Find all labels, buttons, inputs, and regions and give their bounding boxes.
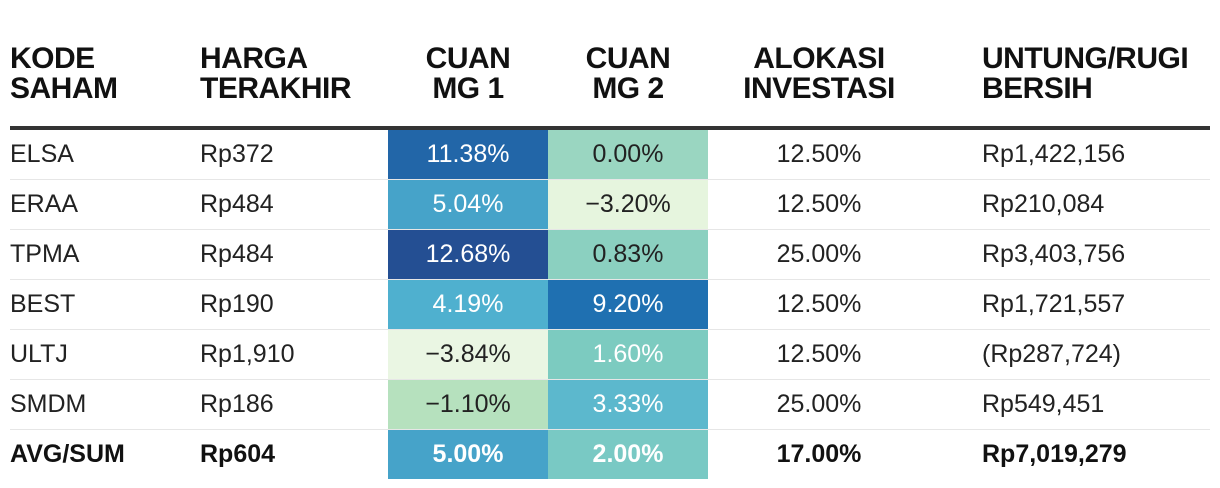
cell-untung: Rp7,019,279 (982, 440, 1127, 468)
cell-cuan-mg2: 9.20% (548, 279, 708, 330)
cell-untung: Rp3,403,756 (930, 229, 1210, 280)
cell-harga: Rp190 (200, 279, 388, 330)
cell-alokasi: 12.50% (708, 279, 930, 330)
cell-alokasi: 12.50% (708, 179, 930, 230)
cell-kode: BEST (10, 279, 200, 330)
cell-kode: ULTJ (10, 329, 200, 380)
header-alokasi-investasi: ALOKASI INVESTASI (708, 40, 930, 130)
cell-harga: Rp604 (200, 440, 276, 468)
cell-cuan-mg2: 0.83% (548, 229, 708, 280)
header-untung-rugi-bersih: UNTUNG/RUGI BERSIH (930, 40, 1210, 130)
cell-alokasi: 12.50% (708, 329, 930, 380)
table-row: ELSA Rp372 11.38% 0.00% 12.50% Rp1,422,1… (10, 128, 1210, 180)
cell-untung: Rp210,084 (930, 179, 1210, 230)
cell-harga: Rp484 (200, 229, 388, 280)
summary-row: AVG/SUM Rp604 5.00% 2.00% 17.00% Rp7,019… (10, 429, 1210, 479)
cell-cuan-mg2: −3.20% (548, 179, 708, 230)
cell-cuan-mg1: 5.04% (388, 179, 548, 230)
cell-cuan-mg2: 3.33% (548, 379, 708, 430)
cell-harga: Rp372 (200, 128, 388, 180)
cell-alokasi: 25.00% (708, 229, 930, 280)
table-row: SMDM Rp186 −1.10% 3.33% 25.00% Rp549,451 (10, 379, 1210, 430)
cell-alokasi: 12.50% (708, 128, 930, 180)
header-cuan-mg2: CUAN MG 2 (548, 40, 708, 130)
cell-cuan-mg2: 1.60% (548, 329, 708, 380)
header-cuan-mg1: CUAN MG 1 (388, 40, 548, 130)
cell-kode: SMDM (10, 379, 200, 430)
table-row: ERAA Rp484 5.04% −3.20% 12.50% Rp210,084 (10, 179, 1210, 230)
stock-performance-table: KODE SAHAM HARGA TERAKHIR CUAN MG 1 CUAN MG … (10, 40, 1210, 479)
table-body: ELSA Rp372 11.38% 0.00% 12.50% Rp1,422,1… (10, 128, 1210, 479)
cell-cuan-mg1: −3.84% (388, 329, 548, 380)
cell-cuan-mg1: 11.38% (388, 128, 548, 180)
cell-cuan-mg1: 5.00% (388, 429, 548, 479)
cell-kode: AVG/SUM (10, 440, 125, 468)
cell-harga: Rp1,910 (200, 329, 388, 380)
cell-untung: Rp1,721,557 (930, 279, 1210, 330)
cell-cuan-mg2: 0.00% (548, 128, 708, 180)
table-row: TPMA Rp484 12.68% 0.83% 25.00% Rp3,403,7… (10, 229, 1210, 280)
table-row: ULTJ Rp1,910 −3.84% 1.60% 12.50% (Rp287,… (10, 329, 1210, 380)
cell-untung: Rp1,422,156 (930, 128, 1210, 180)
cell-cuan-mg1: 12.68% (388, 229, 548, 280)
cell-untung: Rp549,451 (930, 379, 1210, 430)
cell-alokasi: 17.00% (776, 440, 862, 468)
header-harga-terakhir: HARGA TERAKHIR (200, 40, 388, 130)
cell-cuan-mg2: 2.00% (548, 429, 708, 479)
table-row: BEST Rp190 4.19% 9.20% 12.50% Rp1,721,55… (10, 279, 1210, 330)
cell-untung: (Rp287,724) (930, 329, 1210, 380)
cell-cuan-mg1: −1.10% (388, 379, 548, 430)
header-kode-saham: KODE SAHAM (10, 40, 200, 130)
cell-kode: ERAA (10, 179, 200, 230)
cell-alokasi: 25.00% (708, 379, 930, 430)
cell-harga: Rp186 (200, 379, 388, 430)
cell-harga: Rp484 (200, 179, 388, 230)
cell-kode: ELSA (10, 128, 200, 180)
cell-kode: TPMA (10, 229, 200, 280)
cell-cuan-mg1: 4.19% (388, 279, 548, 330)
table-header: KODE SAHAM HARGA TERAKHIR CUAN MG 1 CUAN MG … (10, 40, 1210, 130)
